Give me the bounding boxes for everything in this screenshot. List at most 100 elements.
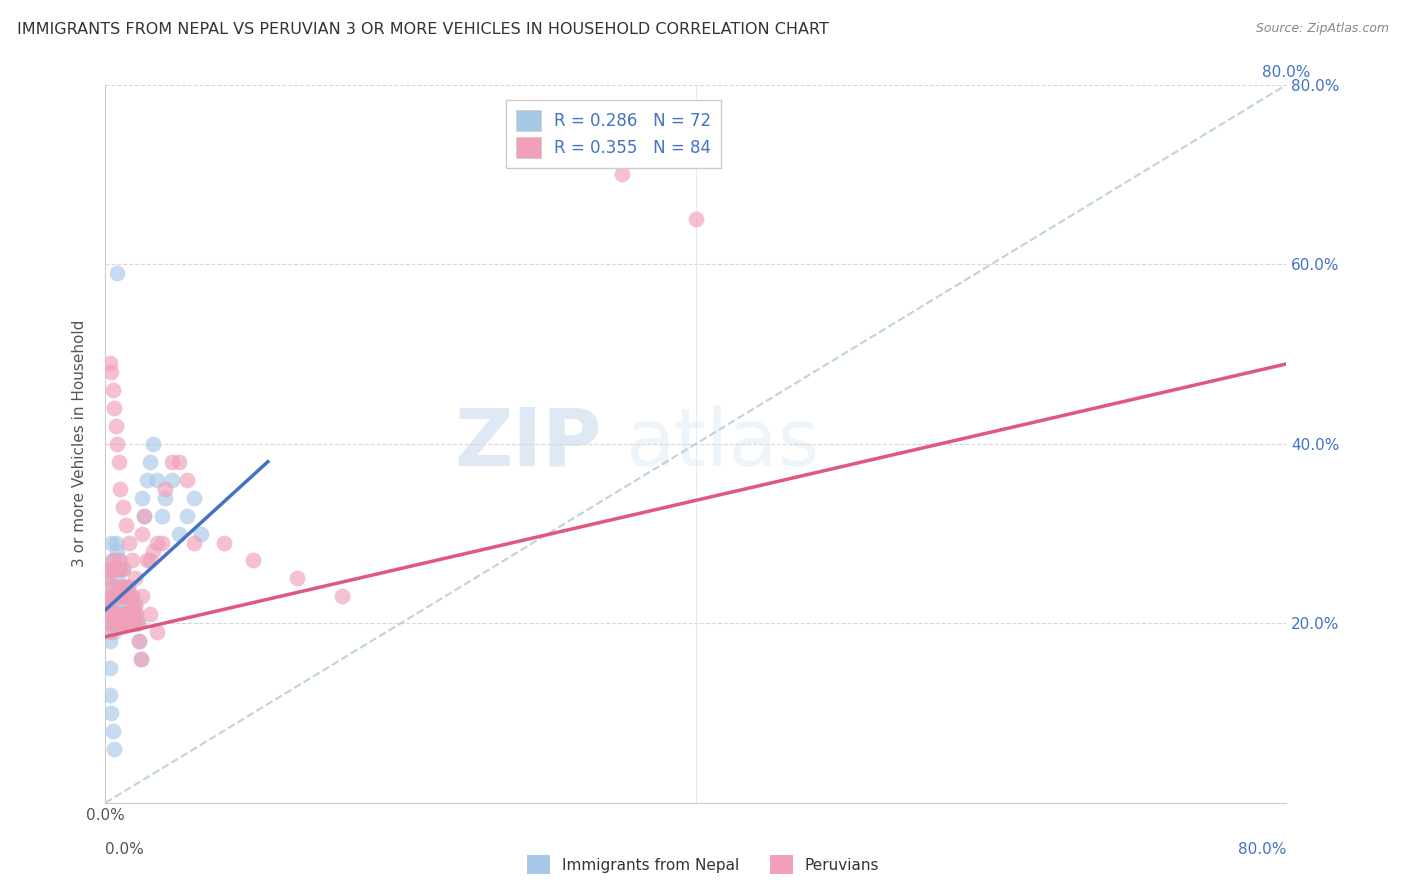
Point [112, 562, 135, 576]
Point [98, 562, 121, 576]
Point [112, 562, 135, 576]
Point [110, 590, 132, 604]
Point [138, 607, 162, 622]
Point [146, 473, 169, 487]
Point [110, 482, 132, 496]
Point [98, 688, 121, 702]
Point [117, 581, 139, 595]
Point [124, 599, 146, 613]
Point [115, 616, 138, 631]
Point [169, 455, 191, 469]
Point [103, 590, 125, 604]
Point [103, 616, 125, 631]
Point [104, 616, 127, 631]
Point [112, 590, 135, 604]
Point [107, 607, 129, 622]
Point [120, 599, 142, 613]
Point [142, 436, 165, 450]
Point [100, 590, 122, 604]
Point [101, 607, 124, 622]
Point [107, 581, 129, 595]
Point [105, 599, 128, 613]
Point [110, 616, 132, 631]
Point [115, 616, 138, 631]
Point [101, 607, 124, 622]
Point [97, 571, 120, 585]
Point [105, 562, 128, 576]
Point [98, 356, 121, 370]
Point [104, 535, 127, 549]
Point [121, 590, 143, 604]
Point [101, 553, 124, 567]
Point [183, 535, 205, 549]
Point [118, 535, 141, 549]
Point [105, 436, 128, 450]
Point [118, 590, 141, 604]
Point [104, 562, 127, 576]
Point [100, 616, 122, 631]
Point [105, 616, 128, 631]
Point [120, 599, 142, 613]
Point [100, 706, 122, 720]
Point [115, 590, 138, 604]
Point [135, 553, 157, 567]
Point [97, 607, 120, 622]
Text: ZIP: ZIP [454, 405, 602, 483]
Point [129, 652, 152, 666]
Point [100, 365, 122, 379]
Point [117, 607, 139, 622]
Point [242, 553, 264, 567]
Point [103, 401, 125, 415]
Point [150, 508, 173, 523]
Point [176, 508, 198, 523]
Point [685, 212, 707, 227]
Point [98, 634, 121, 648]
Point [212, 535, 235, 549]
Point [118, 616, 141, 631]
Text: atlas: atlas [626, 405, 820, 483]
Point [176, 473, 198, 487]
Point [100, 562, 122, 576]
Point [111, 581, 134, 595]
Point [128, 634, 150, 648]
Point [128, 634, 150, 648]
Point [100, 590, 122, 604]
Point [103, 599, 125, 613]
Point [138, 455, 162, 469]
Point [135, 473, 157, 487]
Point [121, 590, 143, 604]
Text: Source: ZipAtlas.com: Source: ZipAtlas.com [1256, 22, 1389, 36]
Point [101, 553, 124, 567]
Point [97, 571, 120, 585]
Point [111, 607, 134, 622]
Point [121, 553, 143, 567]
Point [124, 599, 146, 613]
Point [104, 590, 127, 604]
Point [160, 455, 183, 469]
Point [110, 562, 132, 576]
Point [127, 616, 149, 631]
Legend: R = 0.286   N = 72, R = 0.355   N = 84: R = 0.286 N = 72, R = 0.355 N = 84 [506, 100, 721, 168]
Text: 0.0%: 0.0% [105, 842, 145, 857]
Legend: Immigrants from Nepal, Peruvians: Immigrants from Nepal, Peruvians [520, 849, 886, 880]
Point [96, 599, 118, 613]
Point [98, 599, 121, 613]
Point [104, 590, 127, 604]
Point [118, 616, 141, 631]
Point [117, 581, 139, 595]
Point [131, 526, 153, 541]
Point [131, 590, 153, 604]
Point [150, 535, 173, 549]
Point [104, 562, 127, 576]
Point [98, 599, 121, 613]
Point [125, 607, 148, 622]
Point [153, 491, 176, 505]
Point [107, 553, 129, 567]
Point [115, 517, 138, 532]
Point [125, 607, 148, 622]
Point [104, 616, 127, 631]
Point [107, 455, 129, 469]
Point [330, 590, 353, 604]
Point [121, 616, 143, 631]
Point [132, 508, 155, 523]
